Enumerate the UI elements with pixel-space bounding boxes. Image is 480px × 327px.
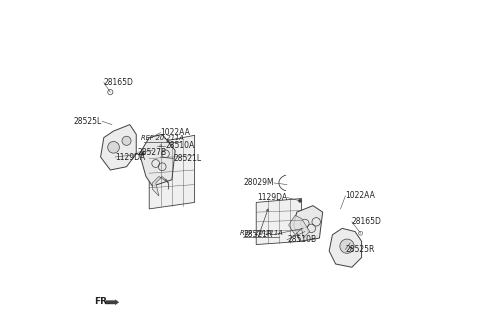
Text: 28510B: 28510B — [287, 235, 316, 244]
Circle shape — [141, 152, 144, 155]
Polygon shape — [293, 206, 323, 241]
Text: 28521R: 28521R — [243, 230, 273, 239]
Polygon shape — [101, 125, 136, 170]
Text: 28527B: 28527B — [138, 148, 167, 157]
Circle shape — [299, 199, 301, 202]
Circle shape — [108, 142, 120, 153]
Text: FR.: FR. — [94, 297, 110, 306]
Polygon shape — [140, 134, 175, 186]
Text: 1129DA: 1129DA — [115, 152, 145, 162]
Text: 1022AA: 1022AA — [161, 128, 191, 137]
Polygon shape — [149, 135, 194, 209]
Polygon shape — [256, 198, 301, 245]
Text: REF 20-211A: REF 20-211A — [141, 135, 183, 141]
FancyBboxPatch shape — [349, 247, 352, 249]
Text: 28525R: 28525R — [346, 245, 375, 254]
Text: 28510A: 28510A — [166, 141, 195, 150]
FancyArrow shape — [106, 299, 119, 305]
Polygon shape — [329, 228, 361, 267]
Text: 28029M: 28029M — [243, 179, 274, 187]
Polygon shape — [288, 215, 310, 238]
Text: 28521L: 28521L — [174, 154, 202, 163]
Circle shape — [122, 136, 131, 145]
Text: 1022AA: 1022AA — [346, 191, 375, 200]
Text: 28525L: 28525L — [74, 117, 102, 126]
Text: 28165D: 28165D — [104, 78, 134, 87]
Text: 28165D: 28165D — [352, 217, 382, 226]
Circle shape — [340, 239, 354, 253]
Text: 1129DA: 1129DA — [257, 193, 287, 202]
Text: REF 20-211A: REF 20-211A — [240, 230, 282, 236]
Polygon shape — [153, 177, 168, 196]
